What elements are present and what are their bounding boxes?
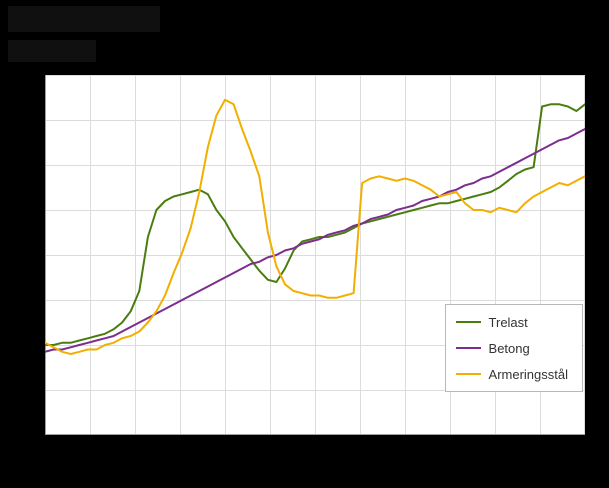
legend-label-armeringsstal: Armeringsstål [488, 366, 568, 382]
betong-line-swatch [455, 347, 481, 349]
legend-label-betong: Betong [488, 340, 530, 356]
chart-legend: Trelast Betong Armeringsstål [444, 304, 583, 392]
line-chart-canvas [45, 75, 585, 435]
redacted-title-block [8, 6, 160, 32]
legend-item-betong[interactable]: Betong [455, 336, 568, 360]
legend-label-trelast: Trelast [488, 314, 528, 330]
legend-item-trelast[interactable]: Trelast [455, 310, 568, 334]
armeringsstal-line-swatch [455, 373, 481, 375]
trelast-line-swatch [455, 321, 481, 323]
legend-item-armeringsstal[interactable]: Armeringsstål [455, 362, 568, 386]
chart-plot-area: Trelast Betong Armeringsstål [45, 75, 585, 435]
redacted-subtitle-block [8, 40, 96, 62]
